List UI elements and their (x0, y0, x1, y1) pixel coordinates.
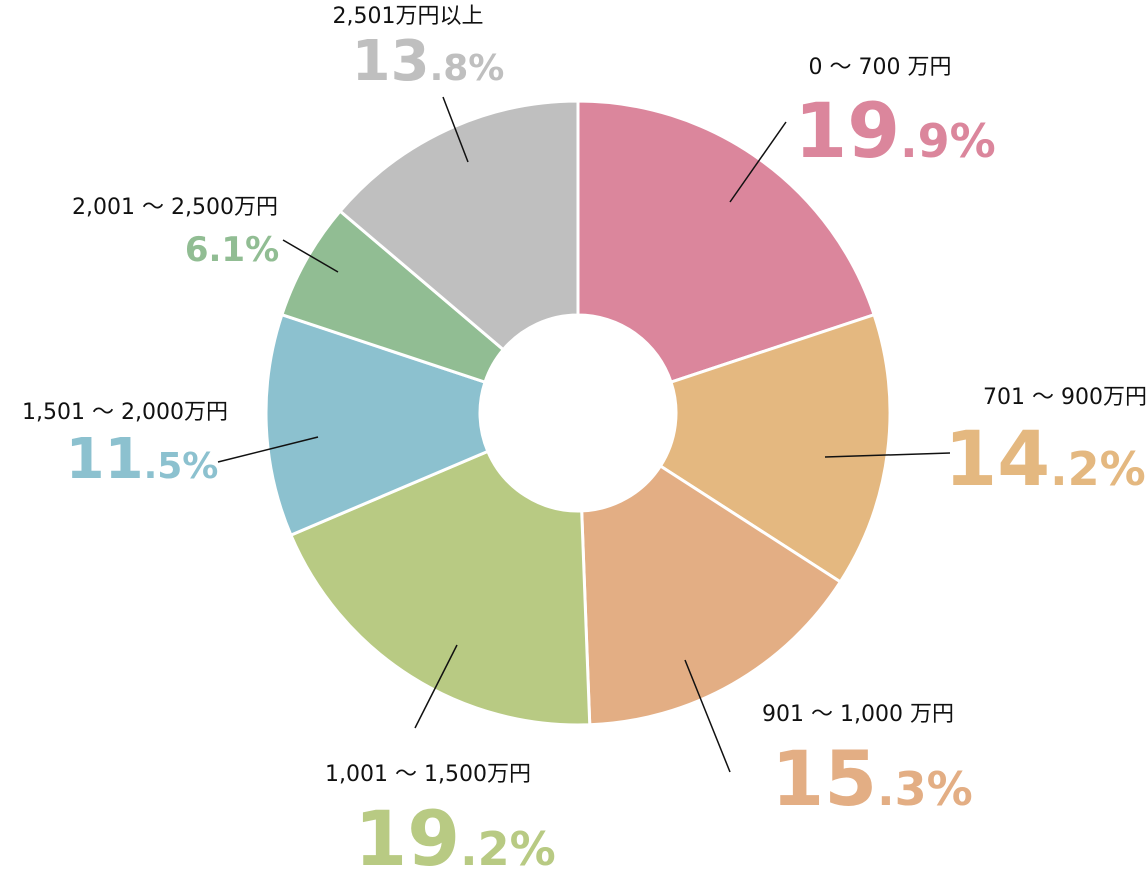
value-frac: .5% (144, 446, 219, 487)
value-frac: .9% (900, 114, 996, 168)
category-label: 701 〜 900万円 (983, 385, 1147, 410)
leader-line (414, 644, 458, 729)
value-int: 19 (354, 794, 460, 870)
leader-line (217, 436, 319, 463)
pie-slice (580, 463, 843, 727)
category-label: 1,001 〜 1,500万円 (325, 762, 531, 787)
category-label: 1,501 〜 2,000万円 (22, 400, 228, 425)
value-label: 11.5% (66, 427, 219, 492)
leader-line (282, 239, 339, 273)
leader-line (824, 452, 951, 458)
value-label: 6.1% (185, 230, 279, 270)
category-label: 2,001 〜 2,500万円 (72, 195, 278, 220)
value-label: 14.2% (944, 414, 1145, 503)
value-int: 6 (185, 230, 209, 270)
value-int: 11 (66, 427, 144, 492)
value-frac: .1% (209, 230, 280, 270)
pie-slice (658, 312, 892, 584)
value-label: 19.9% (794, 86, 995, 175)
value-int: 15 (771, 734, 877, 823)
value-label: 15.3% (771, 734, 972, 823)
category-label: 2,501万円以上 (333, 4, 484, 29)
category-label: 901 〜 1,000 万円 (762, 702, 954, 727)
pie-slice (338, 99, 580, 352)
leader-line (442, 96, 469, 163)
value-frac: .2% (1050, 442, 1146, 496)
pie-slice (576, 99, 877, 385)
leader-line (729, 121, 787, 203)
value-label: 13.8% (352, 29, 505, 94)
value-int: 14 (944, 414, 1050, 503)
value-int: 19 (794, 86, 900, 175)
category-label: 0 〜 700 万円 (809, 55, 952, 80)
pie-slice (288, 449, 592, 727)
value-label: 19.2% (354, 794, 555, 870)
value-frac: .2% (460, 822, 556, 870)
value-frac: .8% (430, 48, 505, 89)
value-int: 13 (352, 29, 430, 94)
pie-slice (264, 312, 490, 538)
value-frac: .3% (877, 762, 973, 816)
leader-line (684, 659, 731, 773)
